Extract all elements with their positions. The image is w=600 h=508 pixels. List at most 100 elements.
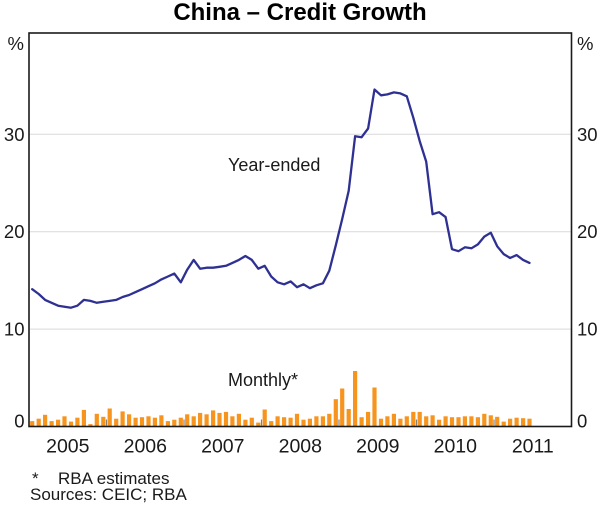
monthly-bar [217, 412, 222, 427]
monthly-bar [88, 424, 93, 427]
monthly-bar [56, 419, 61, 427]
monthly-bar [508, 418, 513, 427]
monthly-bar [43, 414, 48, 427]
monthly-bar [230, 416, 235, 427]
monthly-bar [191, 416, 196, 427]
monthly-bar [269, 421, 274, 427]
y-axis-unit-right: % [577, 33, 594, 54]
footnote-rba-estimates: * RBA estimates [32, 469, 170, 489]
monthly-bar [501, 421, 506, 427]
monthly-bar [443, 416, 448, 427]
monthly-bar [449, 417, 455, 427]
monthly-bar [462, 416, 467, 427]
monthly-bar [101, 416, 106, 427]
monthly-bar [398, 418, 403, 427]
footnote-text: RBA estimates [58, 469, 170, 488]
x-axis-label-2007: 2007 [201, 436, 244, 458]
monthly-bar [172, 419, 177, 427]
y-axis-label-left-30: 30 [4, 124, 25, 145]
monthly-bar [204, 414, 209, 427]
footnote-asterisk: * [32, 469, 39, 488]
monthly-bar [262, 409, 267, 427]
y-axis-unit-left: % [7, 33, 24, 54]
monthly-bar [353, 371, 358, 427]
monthly-bar [385, 416, 390, 427]
monthly-bar [133, 417, 138, 427]
monthly-series-label: Monthly* [228, 370, 299, 390]
monthly-bar [236, 413, 241, 427]
monthly-bar [417, 411, 422, 427]
monthly-bar [391, 413, 396, 427]
monthly-bar [178, 417, 183, 427]
monthly-bar [333, 399, 338, 427]
monthly-bar [430, 415, 435, 427]
monthly-bar [211, 410, 216, 427]
x-axis-label-2005: 2005 [46, 436, 90, 458]
monthly-bar [378, 418, 384, 427]
monthly-bar [411, 411, 416, 427]
monthly-bar [159, 415, 164, 427]
monthly-bar [482, 413, 487, 427]
monthly-bar [139, 417, 145, 427]
x-axis-label-2009: 2009 [356, 436, 399, 458]
y-axis-label-right-10: 10 [577, 319, 598, 340]
monthly-bar [288, 417, 293, 427]
monthly-bar [301, 419, 306, 427]
monthly-bar [120, 411, 125, 427]
monthly-bar [114, 418, 119, 427]
monthly-bar [185, 414, 190, 427]
monthly-bar [314, 416, 319, 427]
year-ended-series-label: Year-ended [228, 155, 321, 175]
monthly-bar [256, 422, 261, 427]
monthly-bar [359, 417, 364, 427]
monthly-bar [456, 417, 461, 427]
monthly-bar [495, 416, 500, 427]
x-axis-label-2008: 2008 [279, 436, 322, 458]
monthly-bar [62, 416, 67, 427]
monthly-bar [327, 413, 332, 427]
monthly-bar [127, 414, 132, 427]
monthly-bar [49, 421, 54, 427]
monthly-bar [469, 416, 474, 427]
monthly-bar [488, 415, 493, 427]
x-axis-label-2011: 2011 [512, 436, 554, 458]
monthly-bar [475, 417, 480, 427]
x-axis-label-2010: 2010 [434, 436, 478, 458]
monthly-bar [36, 418, 41, 427]
monthly-bar [68, 421, 74, 427]
y-axis-label-right-20: 20 [577, 221, 598, 242]
footnote-sources: Sources: CEIC; RBA [30, 485, 187, 504]
y-axis-label-left-0: 0 [14, 411, 24, 432]
monthly-bar [437, 419, 442, 427]
y-axis-label-left-10: 10 [4, 319, 25, 340]
monthly-bar [282, 417, 287, 427]
monthly-bar [75, 417, 80, 427]
monthly-bar [146, 416, 151, 427]
monthly-bar [275, 416, 280, 427]
monthly-bar [152, 417, 157, 427]
monthly-bar [346, 409, 351, 427]
monthly-bar [521, 418, 526, 427]
monthly-bar [198, 412, 203, 427]
monthly-bar [223, 411, 229, 427]
monthly-bar [307, 418, 312, 427]
chart-title: China – Credit Growth [173, 0, 427, 26]
monthly-bar [527, 418, 532, 427]
year-ended-line [31, 88, 531, 309]
monthly-bar [165, 421, 170, 427]
monthly-bar [94, 413, 99, 427]
monthly-bar [424, 416, 429, 427]
monthly-bar [249, 417, 254, 427]
monthly-bar [514, 417, 519, 427]
monthly-bar [366, 411, 371, 427]
monthly-bar [404, 416, 409, 427]
monthly-bar [30, 421, 35, 427]
monthly-bar [372, 387, 377, 427]
plot-frame [28, 32, 573, 428]
monthly-bar [81, 409, 86, 427]
monthly-bar [340, 388, 345, 427]
monthly-bar [320, 416, 325, 427]
y-axis-label-left-20: 20 [4, 221, 25, 242]
